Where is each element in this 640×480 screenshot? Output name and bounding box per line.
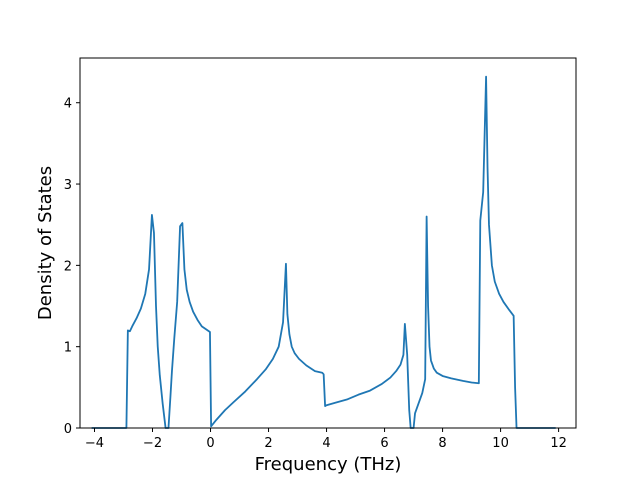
x-tick-label: 8 bbox=[438, 436, 446, 451]
x-tick-label: 2 bbox=[264, 436, 272, 451]
x-tick-label: 0 bbox=[206, 436, 214, 451]
x-ticks: −4 −2 0 2 4 6 8 10 12 bbox=[85, 428, 567, 451]
y-axis-label: Density of States bbox=[35, 166, 56, 320]
x-tick-label: 12 bbox=[550, 436, 567, 451]
x-tick-label: −4 bbox=[85, 436, 104, 451]
y-ticks: 0 1 2 3 4 bbox=[64, 97, 80, 437]
plot-frame bbox=[79, 57, 577, 429]
x-tick-label: −2 bbox=[143, 436, 162, 451]
y-tick-label: 0 bbox=[64, 422, 72, 437]
y-tick-label: 4 bbox=[64, 97, 72, 112]
x-tick-label: 6 bbox=[380, 436, 388, 451]
x-axis-label: Frequency (THz) bbox=[255, 454, 402, 475]
x-tick-label: 4 bbox=[322, 436, 330, 451]
y-tick-label: 3 bbox=[64, 178, 72, 193]
dos-series-line-0 bbox=[91, 75, 556, 429]
y-tick-label: 2 bbox=[64, 259, 72, 274]
series-layer bbox=[91, 75, 556, 429]
y-tick-label: 1 bbox=[64, 341, 72, 356]
x-tick-label: 10 bbox=[492, 436, 509, 451]
